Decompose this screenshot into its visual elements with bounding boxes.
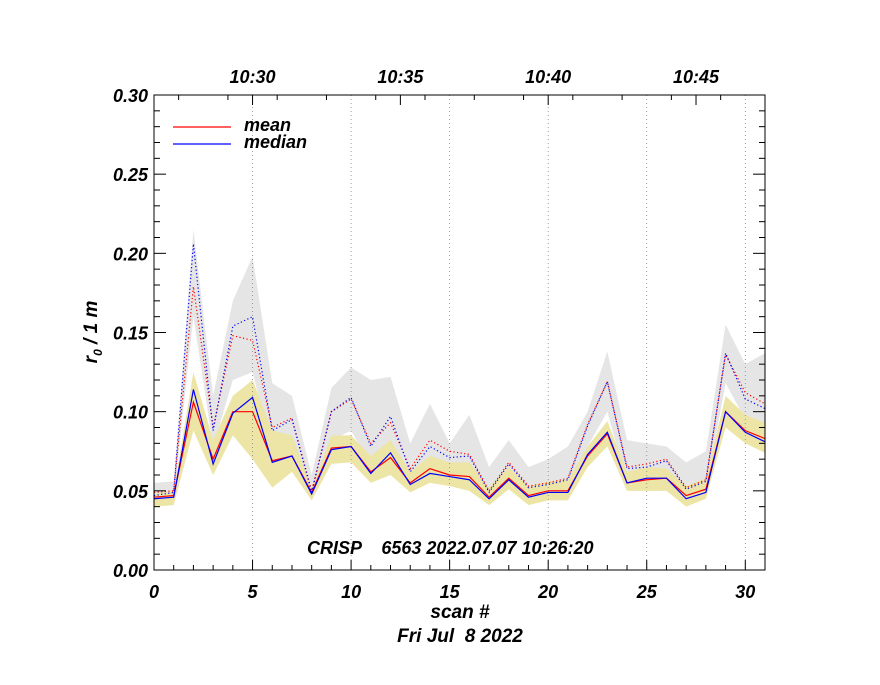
lines-layer xyxy=(153,243,766,500)
band-1 xyxy=(154,372,765,499)
series-line-median xyxy=(153,389,766,500)
y-axis-title: r0 / 1 m xyxy=(81,301,105,364)
x-tick-label: 0 xyxy=(149,582,159,602)
top-tick-label: 10:30 xyxy=(230,67,276,87)
y-tick-label: 0.30 xyxy=(113,86,148,106)
annotation: CRISP 6563 2022.07.07 10:26:20 xyxy=(307,538,594,558)
y-axis-title-rest: / 1 m xyxy=(81,301,102,350)
x-tick-label: 10 xyxy=(341,582,361,602)
band-0 xyxy=(154,229,765,501)
y-axis-title-sub: 0 xyxy=(91,349,105,356)
x-axis-date: Fri Jul 8 2022 xyxy=(397,626,523,647)
labels-layer: 0 5 10 15 20 25 30 0.00 0.05 0.10 0.15 0.20 0.25 0.30… xyxy=(113,67,755,602)
x-tick-label: 20 xyxy=(537,582,558,602)
top-tick-label: 10:40 xyxy=(525,67,571,87)
top-tick-label: 10:35 xyxy=(377,67,424,87)
legend-mean-label: mean xyxy=(244,115,291,135)
x-tick-label: 5 xyxy=(248,582,259,602)
grid-layer xyxy=(252,95,746,570)
y-tick-label: 0.10 xyxy=(113,403,148,423)
legend-median-label: median xyxy=(244,132,307,152)
band-2 xyxy=(154,389,765,507)
x-tick-label: 25 xyxy=(636,582,658,602)
x-tick-label: 30 xyxy=(735,582,755,602)
bands-layer xyxy=(154,229,765,507)
x-tick-label: 15 xyxy=(440,582,461,602)
legend: mean median xyxy=(173,115,307,152)
x-axis-title: scan # xyxy=(430,602,490,623)
y-tick-label: 0.05 xyxy=(113,482,149,502)
y-tick-label: 0.25 xyxy=(113,165,149,185)
axes-layer xyxy=(153,94,766,571)
y-axis-title-main: r xyxy=(81,354,102,363)
y-tick-label: 0.20 xyxy=(113,244,148,264)
y-tick-label: 0.15 xyxy=(113,324,149,344)
y-tick-label: 0.00 xyxy=(113,561,148,581)
top-tick-label: 10:45 xyxy=(673,67,720,87)
